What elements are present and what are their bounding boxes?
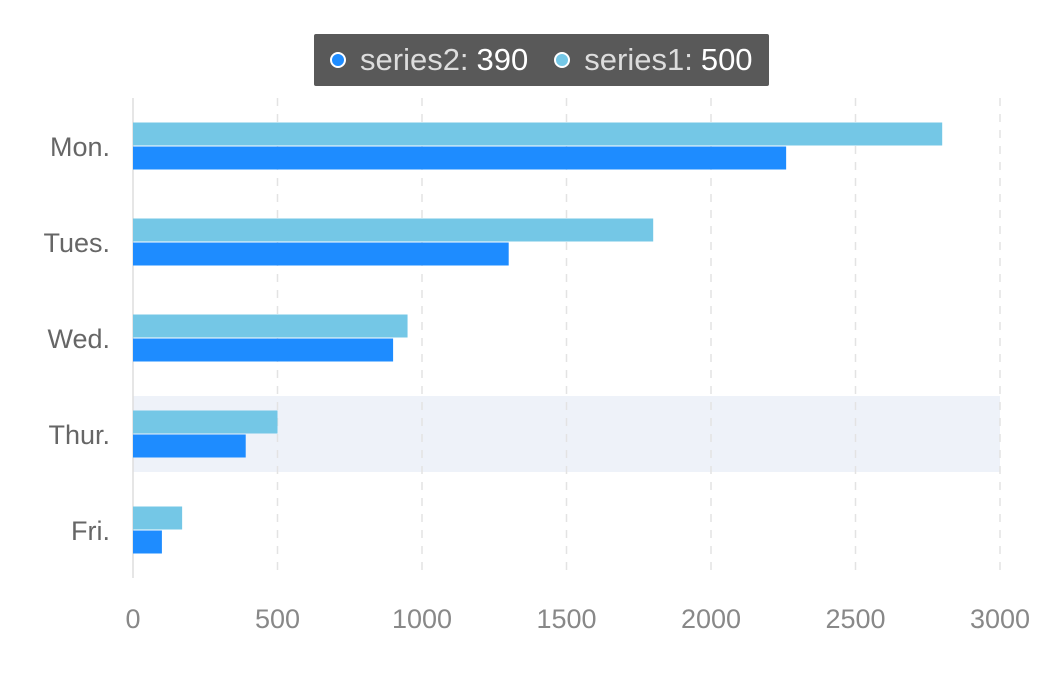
bar-series2-2[interactable]: [133, 338, 394, 362]
x-tick-label: 500: [255, 604, 300, 634]
bar-series1-4[interactable]: [133, 506, 183, 530]
bar-layer: [133, 122, 943, 554]
series2-dot-icon: [330, 52, 346, 68]
bar-series2-3[interactable]: [133, 434, 246, 458]
tooltip: series2: 390 series1: 500: [314, 34, 769, 86]
x-tick-label: 1000: [392, 604, 452, 634]
grid-layer: [132, 98, 1001, 578]
x-tick-label: 2500: [825, 604, 885, 634]
series1-dot-icon: [554, 52, 571, 68]
bar-series1-0[interactable]: [133, 122, 943, 146]
category-label: Tues.: [43, 228, 110, 258]
bar-series2-4[interactable]: [133, 530, 162, 554]
category-label: Mon.: [50, 132, 110, 162]
x-tick-label: 3000: [970, 604, 1030, 634]
tooltip-series-value: 390: [476, 42, 529, 77]
tooltip-series-value: 500: [700, 42, 753, 77]
bar-series1-3[interactable]: [133, 410, 278, 434]
bar-series1-2[interactable]: [133, 314, 408, 338]
x-tick-label: 0: [125, 604, 140, 634]
tooltip-series-name: series1:: [584, 42, 693, 77]
tooltip-item-series1: series1: 500: [554, 42, 753, 78]
category-label: Thur.: [48, 420, 110, 450]
label-layer: Mon. Tues. Wed. Thur. Fri. 0 500 1000 1500 2000 25…: [43, 132, 1030, 634]
tooltip-series-name: series2:: [360, 42, 469, 77]
bar-series1-1[interactable]: [133, 218, 654, 242]
tooltip-item-series2: series2: 390: [330, 42, 528, 78]
category-label: Wed.: [47, 324, 110, 354]
bar-series2-0[interactable]: [133, 146, 787, 170]
bar-series2-1[interactable]: [133, 242, 509, 266]
x-tick-label: 1500: [536, 604, 596, 634]
category-label: Fri.: [71, 516, 110, 546]
x-tick-label: 2000: [681, 604, 741, 634]
